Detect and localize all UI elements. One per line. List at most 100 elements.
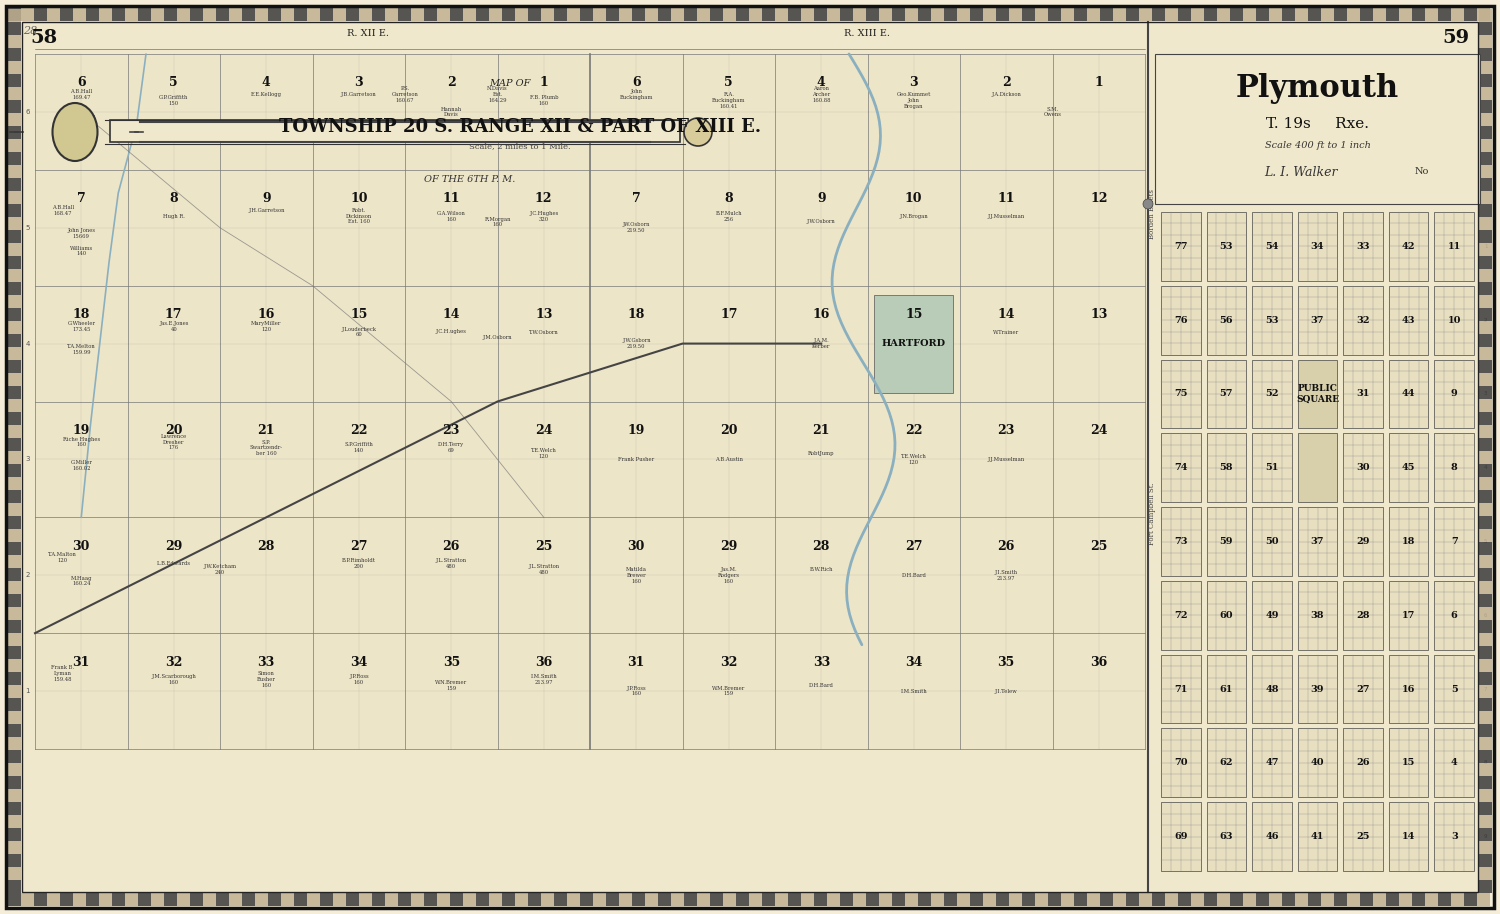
Text: 29: 29 — [1356, 537, 1370, 546]
Text: L.B.Edwards: L.B.Edwards — [156, 561, 190, 566]
Text: 18: 18 — [1402, 537, 1416, 546]
Text: 16: 16 — [258, 308, 274, 321]
Bar — [411, 893, 424, 906]
Bar — [8, 594, 21, 607]
Bar — [1204, 893, 1216, 906]
Bar — [1269, 893, 1282, 906]
Bar — [542, 893, 554, 906]
Text: Lawrence
Dresher
176: Lawrence Dresher 176 — [160, 434, 188, 451]
Text: MaryMiller
120: MaryMiller 120 — [251, 321, 282, 332]
Bar — [554, 893, 567, 906]
Bar — [592, 8, 606, 21]
Text: W.M.Bremer
159: W.M.Bremer 159 — [712, 686, 746, 696]
Bar — [658, 893, 670, 906]
Text: M.Haag
160.24: M.Haag 160.24 — [70, 576, 92, 587]
Bar — [34, 8, 46, 21]
Text: 25: 25 — [1090, 540, 1107, 553]
Bar — [424, 893, 436, 906]
Bar — [1344, 359, 1383, 429]
Bar — [8, 165, 21, 178]
Text: Matilda
Brewer
160: Matilda Brewer 160 — [626, 567, 646, 583]
Bar — [1178, 893, 1191, 906]
Bar — [1126, 893, 1138, 906]
Bar — [1178, 8, 1191, 21]
Text: Williams
140: Williams 140 — [69, 246, 93, 256]
Bar — [1100, 8, 1113, 21]
Text: 14: 14 — [1402, 832, 1416, 841]
Text: 45: 45 — [1402, 463, 1416, 473]
Bar — [762, 893, 776, 906]
Text: T.W.Osborn: T.W.Osborn — [530, 330, 558, 335]
Bar — [1479, 360, 1492, 373]
Bar — [1479, 191, 1492, 204]
Text: 28: 28 — [22, 26, 38, 36]
Bar — [8, 659, 21, 672]
Bar — [514, 8, 528, 21]
Bar — [528, 8, 542, 21]
Bar — [308, 893, 320, 906]
Text: 4: 4 — [1338, 198, 1342, 203]
Bar — [670, 8, 684, 21]
Bar — [1372, 893, 1386, 906]
Bar — [8, 321, 21, 334]
Bar — [904, 8, 918, 21]
Bar — [333, 893, 346, 906]
Text: 48: 48 — [1264, 685, 1278, 694]
Bar — [723, 893, 736, 906]
Bar — [372, 893, 386, 906]
Bar — [932, 8, 944, 21]
Bar — [606, 8, 619, 21]
Text: 39: 39 — [1311, 685, 1324, 694]
Text: 6: 6 — [1484, 612, 1488, 618]
Bar — [1479, 789, 1492, 802]
Bar — [177, 893, 190, 906]
Bar — [503, 8, 515, 21]
Bar — [736, 893, 748, 906]
Bar — [1434, 507, 1474, 576]
Bar — [8, 477, 21, 490]
Bar — [1478, 8, 1490, 21]
Bar — [1252, 802, 1292, 871]
Text: 32: 32 — [720, 655, 738, 669]
Text: 3: 3 — [26, 456, 30, 462]
Bar — [8, 464, 21, 477]
Bar — [8, 139, 21, 152]
Bar — [1438, 893, 1450, 906]
Text: 30: 30 — [627, 540, 645, 553]
Text: D.H.Bard: D.H.Bard — [808, 683, 834, 688]
Bar — [1298, 802, 1338, 871]
Text: T.A.Malton
120: T.A.Malton 120 — [48, 552, 76, 563]
Bar — [230, 8, 242, 21]
Bar — [1479, 438, 1492, 451]
Bar — [1434, 433, 1474, 502]
Bar — [1035, 893, 1048, 906]
Text: 59: 59 — [1220, 537, 1233, 546]
Bar — [1155, 54, 1480, 204]
Bar — [1479, 659, 1492, 672]
Text: 6: 6 — [76, 77, 86, 90]
Bar — [1479, 776, 1492, 789]
Bar — [320, 8, 333, 21]
Bar — [8, 113, 21, 126]
Bar — [124, 893, 138, 906]
Text: 73: 73 — [1174, 537, 1188, 546]
Text: JW.Osborn
219.50: JW.Osborn 219.50 — [622, 222, 650, 233]
Bar — [164, 8, 177, 21]
Bar — [8, 568, 21, 581]
Bar — [1022, 8, 1035, 21]
Bar — [8, 412, 21, 425]
Text: D.H.Bard: D.H.Bard — [902, 573, 926, 578]
Bar — [8, 828, 21, 841]
Bar — [1088, 893, 1100, 906]
Text: 26: 26 — [998, 540, 1016, 553]
Bar — [1389, 433, 1428, 502]
Bar — [1022, 893, 1035, 906]
Bar — [645, 893, 658, 906]
Text: 11: 11 — [442, 192, 460, 206]
Bar — [1074, 8, 1088, 21]
Text: May Hall
1904: May Hall 1904 — [69, 130, 93, 141]
Text: R. XII E.: R. XII E. — [346, 29, 388, 38]
Bar — [112, 893, 125, 906]
Text: OF THE 6TH P. M.: OF THE 6TH P. M. — [424, 175, 516, 184]
Bar — [1010, 8, 1022, 21]
